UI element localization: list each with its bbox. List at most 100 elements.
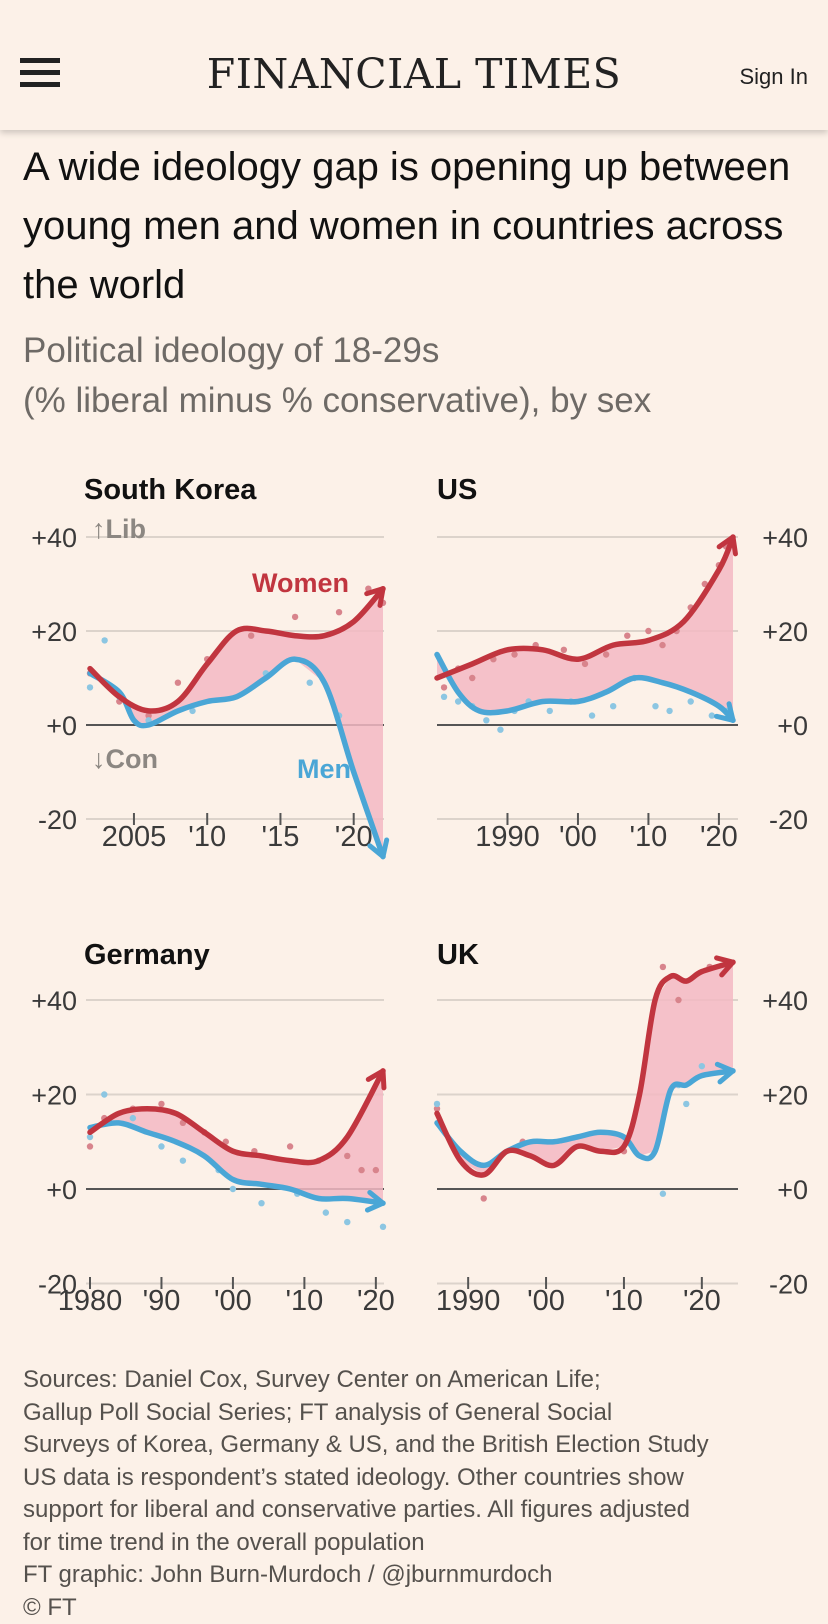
chart-subtitle: Political ideology of 18-29s (% liberal … xyxy=(23,326,813,426)
women-point xyxy=(469,675,475,681)
women-point xyxy=(358,1167,364,1173)
women-point xyxy=(248,633,254,639)
source-line: Gallup Poll Social Series; FT analysis o… xyxy=(23,1397,813,1430)
women-point xyxy=(287,1143,293,1149)
lib-annotation: ↑Lib xyxy=(92,514,146,544)
women-point xyxy=(582,661,588,667)
men-point xyxy=(258,1200,264,1206)
y-tick-label: +40 xyxy=(31,986,77,1016)
women-point xyxy=(561,647,567,653)
chart-title: US xyxy=(437,474,477,506)
men-point xyxy=(230,1186,236,1192)
men-point xyxy=(180,1157,186,1163)
x-tick-label: '10 xyxy=(630,821,668,853)
source-line: support for liberal and conservative par… xyxy=(23,1494,813,1527)
women-point xyxy=(645,628,651,634)
men-point xyxy=(307,680,313,686)
men-line xyxy=(437,1071,733,1166)
y-tick-label: +20 xyxy=(762,617,808,647)
men-point xyxy=(610,703,616,709)
women-point xyxy=(87,1143,93,1149)
men-point xyxy=(434,1101,440,1107)
women-point xyxy=(292,614,298,620)
men-point xyxy=(483,717,489,723)
x-tick-label: '20 xyxy=(700,821,738,853)
chart-title: South Korea xyxy=(84,474,257,506)
x-tick-label: '20 xyxy=(357,1285,395,1317)
chart-panel: South Korea+40+20+0-202005'10'15'20↑Lib↓… xyxy=(31,474,386,857)
women-point xyxy=(675,997,681,1003)
source-notes: Sources: Daniel Cox, Survey Center on Am… xyxy=(23,1364,813,1624)
subtitle-line-2: (% liberal minus % conservative), by sex xyxy=(23,376,813,426)
y-tick-label: +40 xyxy=(31,523,77,553)
brand-logo[interactable]: FINANCIAL TIMES xyxy=(0,50,828,98)
men-label: Men xyxy=(297,754,351,784)
source-line: US data is respondent’s stated ideology.… xyxy=(23,1462,813,1495)
y-tick-label: +20 xyxy=(31,617,77,647)
x-tick-label: '00 xyxy=(559,821,597,853)
chart-title: Germany xyxy=(84,939,210,971)
small-multiples-chart: South Korea+40+20+0-202005'10'15'20↑Lib↓… xyxy=(0,440,828,1360)
men-point xyxy=(660,1191,666,1197)
chart-panel: UK +40 +20 +0 -20 1990 '00 '10 '20 xyxy=(434,939,808,1317)
x-tick-label: 2005 xyxy=(102,821,167,853)
x-tick-label: '10 xyxy=(285,1285,323,1317)
men-point xyxy=(130,1115,136,1121)
y-tick-label: +0 xyxy=(777,711,808,741)
women-point xyxy=(481,1195,487,1201)
women-point xyxy=(158,1101,164,1107)
sign-in-link[interactable]: Sign In xyxy=(740,64,809,90)
y-tick-label: +0 xyxy=(46,1175,77,1205)
men-point xyxy=(652,703,658,709)
men-point xyxy=(87,684,93,690)
men-point xyxy=(666,708,672,714)
y-tick-label: -20 xyxy=(38,805,77,835)
men-point xyxy=(497,727,503,733)
women-point xyxy=(344,1153,350,1159)
men-point xyxy=(683,1101,689,1107)
men-point xyxy=(101,637,107,643)
men-point xyxy=(380,1224,386,1230)
chart-title: UK xyxy=(437,939,479,971)
women-point xyxy=(336,609,342,615)
x-tick-label: 1980 xyxy=(58,1285,123,1317)
women-point xyxy=(603,651,609,657)
x-tick-label: '10 xyxy=(188,821,226,853)
x-tick-label: 1990 xyxy=(475,821,540,853)
source-line: FT graphic: John Burn-Murdoch / @jburnmu… xyxy=(23,1559,813,1592)
women-point xyxy=(660,964,666,970)
x-tick-label: '15 xyxy=(262,821,300,853)
y-tick-label: +40 xyxy=(762,986,808,1016)
subtitle-line-1: Political ideology of 18-29s xyxy=(23,326,813,376)
x-tick-label: '20 xyxy=(335,821,373,853)
women-point xyxy=(624,633,630,639)
x-tick-label: 1990 xyxy=(436,1285,501,1317)
chart-panel: US +40 +20 +0 -20 1990 '00 '10 '20 xyxy=(437,474,808,853)
women-point xyxy=(659,642,665,648)
men-point xyxy=(441,694,447,700)
x-tick-label: '20 xyxy=(683,1285,721,1317)
source-line: Sources: Daniel Cox, Survey Center on Am… xyxy=(23,1364,813,1397)
x-tick-label: '10 xyxy=(605,1285,643,1317)
men-point xyxy=(101,1091,107,1097)
source-line: © FT xyxy=(23,1592,813,1624)
y-tick-label: +0 xyxy=(777,1175,808,1205)
site-header: FINANCIAL TIMES Sign In xyxy=(0,0,828,130)
men-point xyxy=(323,1209,329,1215)
y-tick-label: +40 xyxy=(762,523,808,553)
men-point xyxy=(158,1143,164,1149)
men-point xyxy=(688,698,694,704)
women-point xyxy=(441,684,447,690)
y-tick-label: -20 xyxy=(769,805,808,835)
x-tick-label: '00 xyxy=(527,1285,565,1317)
x-tick-label: '90 xyxy=(143,1285,181,1317)
women-point xyxy=(373,1167,379,1173)
y-tick-label: -20 xyxy=(769,1270,808,1300)
women-point xyxy=(175,680,181,686)
con-annotation: ↓Con xyxy=(92,744,158,774)
men-point xyxy=(699,1063,705,1069)
source-line: for time trend in the overall population xyxy=(23,1527,813,1560)
y-tick-label: +20 xyxy=(762,1081,808,1111)
men-point xyxy=(589,712,595,718)
